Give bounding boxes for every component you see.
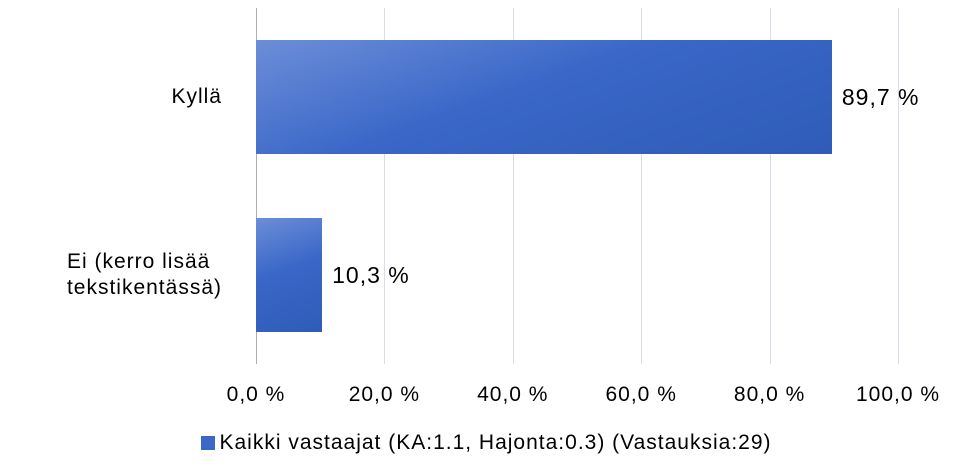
x-tick-label: 80,0 %: [733, 383, 806, 406]
value-label: 89,7 %: [841, 84, 920, 110]
bar: [256, 218, 323, 332]
legend-swatch: [201, 436, 216, 450]
legend: Kaikki vastaajat (KA:1.1, Hajonta:0.3) (…: [0, 430, 973, 456]
grid-line: [769, 8, 771, 364]
x-tick-label: 100,0 %: [855, 383, 941, 406]
grid-line: [384, 8, 386, 364]
x-tick-label: 40,0 %: [477, 383, 549, 406]
y-tick-label: Kyllä: [171, 85, 222, 108]
grid-line: [256, 8, 257, 364]
grid-line: [641, 8, 643, 364]
legend-label: Kaikki vastaajat (KA:1.1, Hajonta:0.3) (…: [219, 431, 772, 454]
grid-line: [512, 8, 514, 364]
y-tick-label: Ei (kerro lisää tekstikentässä): [66, 250, 222, 299]
value-label: 10,3 %: [332, 262, 410, 288]
x-tick-label: 0,0 %: [226, 383, 286, 406]
x-tick-label: 60,0 %: [605, 383, 677, 406]
bar: [256, 40, 832, 154]
x-tick-label: 20,0 %: [348, 383, 421, 406]
grid-line: [898, 8, 899, 364]
